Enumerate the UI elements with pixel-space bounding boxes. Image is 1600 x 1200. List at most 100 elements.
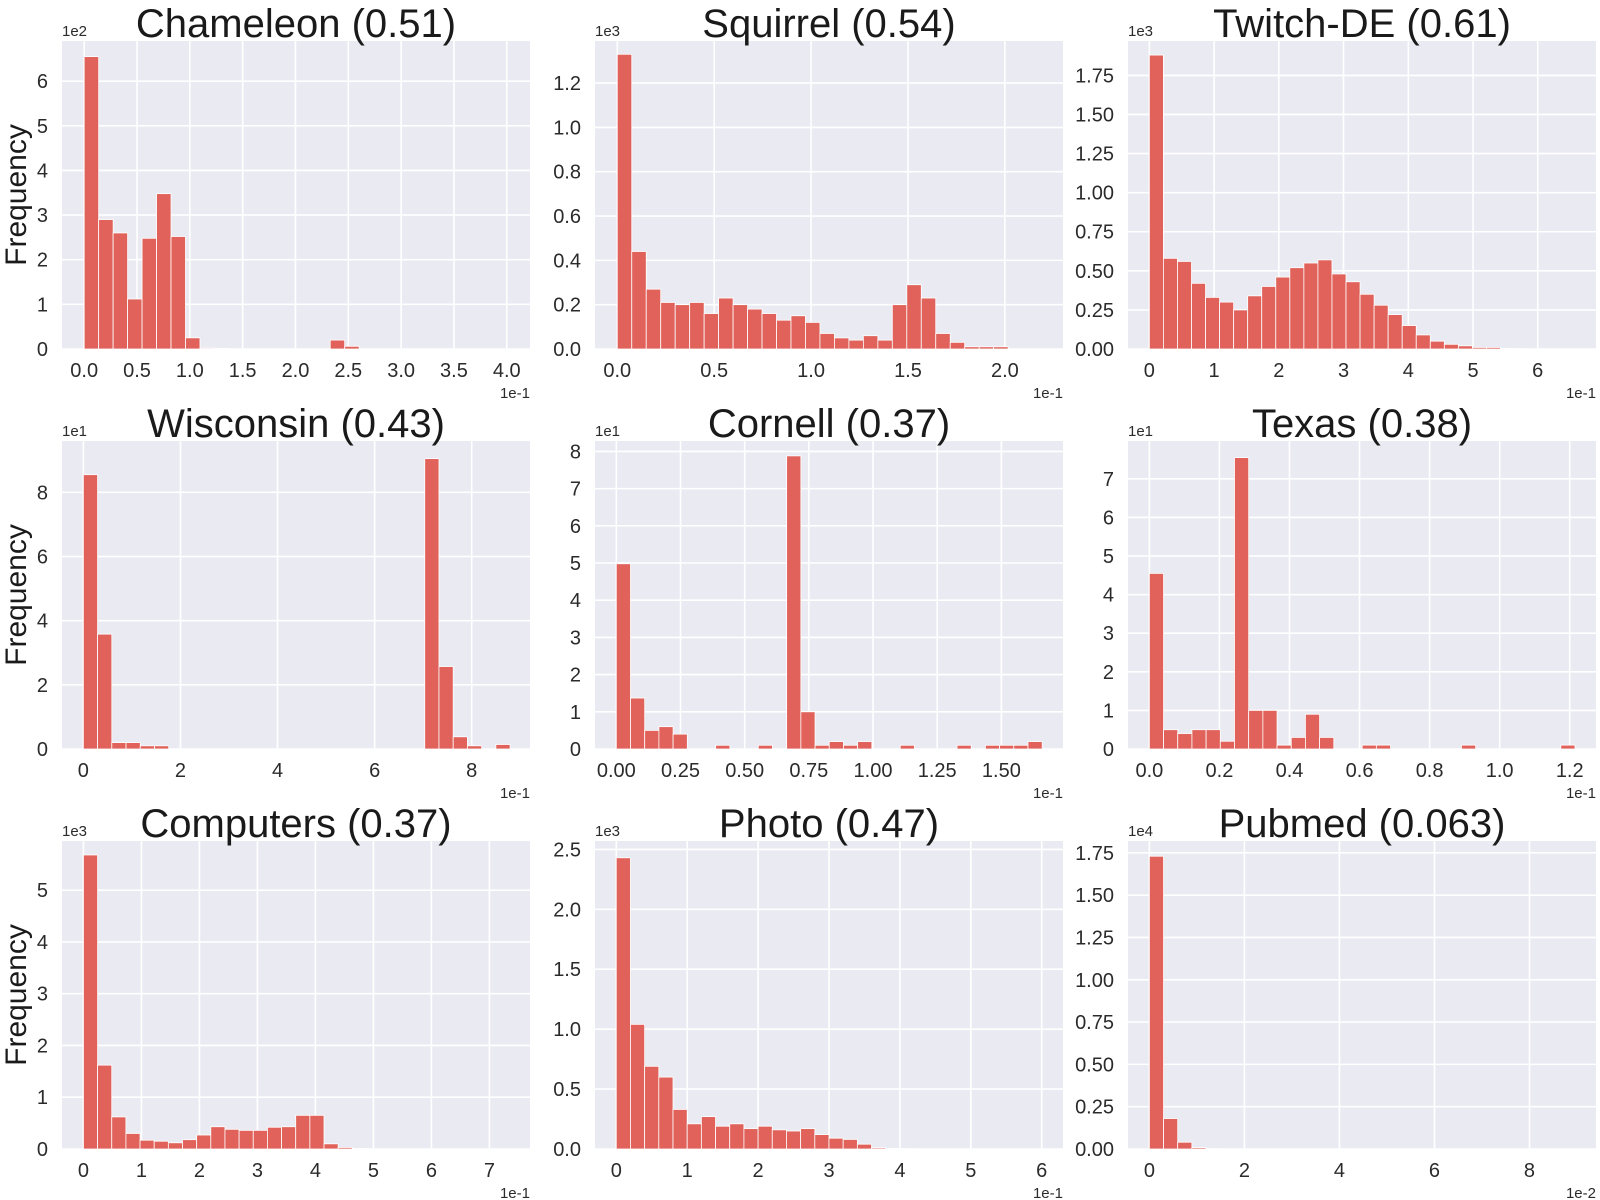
y-tick-label: 1.75 — [1075, 843, 1114, 865]
histogram-bar — [495, 744, 511, 750]
y-tick-label: 1 — [37, 294, 48, 316]
histogram-bar — [1415, 334, 1431, 350]
histogram-bar — [452, 736, 468, 750]
histogram-bar — [424, 458, 440, 750]
y-tick-label: 0.25 — [1075, 1097, 1114, 1119]
histogram-bar — [771, 1129, 787, 1150]
panel-title: Pubmed (0.063) — [1219, 802, 1506, 846]
x-tick-label: 1.0 — [1486, 760, 1514, 782]
y-tick-label: 8 — [37, 482, 48, 504]
y-tick-label: 2 — [37, 1035, 48, 1057]
histogram-bar — [1317, 259, 1333, 350]
x-tick-label: 4 — [1403, 360, 1414, 382]
histogram-bar — [438, 666, 454, 750]
histogram-bar — [1359, 293, 1375, 350]
y-tick-label: 5 — [570, 553, 581, 575]
y-tick-label: 6 — [570, 516, 581, 538]
x-tick-label: 4 — [1334, 1160, 1345, 1182]
y-tick-label: 0.2 — [553, 295, 581, 317]
histogram-bar — [141, 237, 157, 350]
x-tick-label: 0.0 — [70, 360, 98, 382]
histogram-bar — [1247, 295, 1263, 350]
histogram-bar — [1205, 729, 1221, 750]
histogram-bar — [323, 1143, 339, 1150]
histogram-bar — [906, 284, 922, 350]
y-tick-label: 1.00 — [1075, 970, 1114, 992]
y-tick-label: 0.4 — [553, 250, 581, 272]
x-tick-label: 6 — [1429, 1160, 1440, 1182]
x-tick-label: 4.0 — [493, 360, 521, 382]
histogram-panel: Cornell (0.37) 0 1 2 3 4 5 6 7 8 0.00 0.25 0.50 0.75 1… — [570, 402, 1063, 802]
y-tick-label: 6 — [37, 547, 48, 569]
histogram-bar — [985, 744, 1001, 750]
y-axis-label: Frequency — [0, 124, 33, 266]
histogram-bar — [993, 346, 1009, 350]
x-tick-label: 0.2 — [1206, 760, 1234, 782]
x-tick-label: 1.0 — [797, 360, 825, 382]
y-tick-label: 2 — [570, 665, 581, 687]
histogram-panel: Texas (0.38) 0 1 2 3 4 5 6 7 0.0 0.2 0.4 0.6 0.8 1.0 1.… — [1103, 402, 1596, 802]
histogram-bar — [1275, 276, 1291, 350]
panel-title: Computers (0.37) — [140, 802, 451, 846]
panel-title: Chameleon (0.51) — [136, 2, 456, 46]
x-tick-label: 0.75 — [789, 760, 828, 782]
x-axis-multiplier: 1e-1 — [500, 385, 530, 402]
x-tick-label: 1 — [682, 1160, 693, 1182]
x-tick-label: 0 — [78, 1160, 89, 1182]
x-tick-label: 0.8 — [1416, 760, 1444, 782]
y-tick-label: 0 — [1103, 739, 1114, 761]
x-axis-multiplier: 1e-1 — [500, 1185, 530, 1200]
histogram-bar — [170, 236, 186, 350]
x-tick-label: 1.2 — [1556, 760, 1584, 782]
histogram-bar — [891, 304, 908, 350]
y-axis-multiplier: 1e4 — [1128, 823, 1153, 840]
histogram-bar — [1331, 273, 1347, 350]
histogram-bar — [97, 1064, 113, 1150]
panel-title: Wisconsin (0.43) — [147, 402, 445, 446]
y-tick-label: 5 — [1103, 546, 1114, 568]
y-tick-label: 1.75 — [1075, 65, 1114, 87]
histogram-bar — [1163, 1118, 1179, 1150]
y-tick-label: 4 — [37, 160, 48, 182]
x-tick-label: 1.0 — [176, 360, 204, 382]
histogram-bar — [98, 219, 114, 350]
y-tick-label: 1.50 — [1075, 885, 1114, 907]
x-tick-label: 2 — [194, 1160, 205, 1182]
histogram-bar — [718, 297, 734, 350]
histogram-bar — [842, 1139, 858, 1150]
histogram-bar — [1219, 740, 1235, 750]
histogram-bar — [97, 633, 113, 750]
histogram-bar — [1305, 713, 1321, 750]
histogram-bar — [329, 339, 346, 350]
x-axis-multiplier: 1e-1 — [1566, 785, 1596, 802]
y-axis-multiplier: 1e3 — [62, 823, 87, 840]
histogram-bar — [112, 232, 129, 350]
x-tick-label: 0 — [1144, 360, 1155, 382]
histogram-bar — [252, 1129, 268, 1150]
x-tick-label: 5 — [1467, 360, 1478, 382]
histogram-bar — [82, 474, 98, 750]
histogram-bar — [877, 339, 893, 350]
y-tick-label: 1.5 — [553, 959, 581, 981]
histogram-bar — [1248, 710, 1264, 750]
histogram-bar — [674, 304, 691, 350]
x-axis-multiplier: 1e-1 — [1033, 1185, 1063, 1200]
x-axis-multiplier: 1e-1 — [1033, 785, 1063, 802]
y-tick-label: 0.50 — [1075, 261, 1114, 283]
histogram-bar — [1486, 347, 1501, 350]
histogram-panel: Computers (0.37) 0 1 2 3 4 5 0 1 2 3 4 5 6 7 1e3 1e-1 Fre… — [0, 802, 530, 1200]
y-tick-label: 1 — [37, 1087, 48, 1109]
x-tick-label: 5 — [368, 1160, 379, 1182]
y-tick-label: 3 — [37, 205, 48, 227]
y-axis-label: Frequency — [0, 524, 33, 666]
histogram-bar — [800, 1128, 816, 1150]
histogram-bar — [1289, 267, 1305, 350]
y-tick-label: 1.25 — [1075, 927, 1114, 949]
histogram-bar — [761, 313, 777, 350]
histogram-bar — [1303, 262, 1319, 350]
x-tick-label: 4 — [310, 1160, 321, 1182]
x-tick-label: 1.25 — [918, 760, 957, 782]
x-tick-label: 0 — [78, 760, 89, 782]
histogram-bar — [645, 288, 662, 350]
